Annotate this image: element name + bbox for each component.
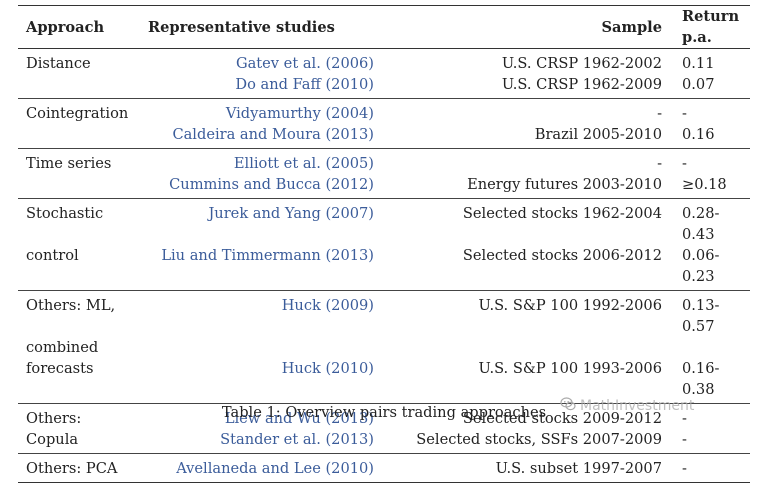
return-cell: - (682, 431, 687, 448)
approach-cell (18, 74, 146, 99)
approach-cell: Time series (26, 155, 112, 172)
table-row: Time series Elliott et al. (2005) - - (18, 149, 750, 175)
study-cell: Jurek and Yang (2007) (208, 205, 374, 222)
study-cell (146, 337, 374, 358)
header-studies: Representative studies (148, 18, 335, 36)
table-row: Others: ML, Huck (2009) U.S. S&P 100 1992-… (18, 291, 750, 338)
return-cell (662, 337, 750, 358)
table-row: Stochastic Jurek and Yang (2007) Selected … (18, 199, 750, 246)
approach-cell: Cointegration (26, 105, 129, 122)
header-return: Return p.a. (682, 8, 740, 46)
sample-cell: Selected stocks 2009-2012 (462, 410, 662, 427)
table-row: Others: PCA Avellaneda and Lee (2010) U.S.… (18, 454, 750, 483)
header-sample: Sample (601, 18, 662, 36)
approach-group: Distance Gatev et al. (2006) U.S. CRSP 196… (18, 49, 750, 99)
approach-group: Cointegration Vidyamurthy (2004) - - Caldeir… (18, 99, 750, 149)
approach-cell: Others: ML, (26, 297, 116, 314)
sample-cell: U.S. CRSP 1962-2002 (501, 55, 662, 72)
approach-cell: Others: PCA (26, 460, 118, 477)
header-row: Approach Representative studies Sample R… (18, 5, 750, 49)
header-approach: Approach (26, 18, 105, 36)
approach-cell: Distance (26, 55, 91, 72)
sample-cell: Energy futures 2003-2010 (467, 176, 662, 193)
sample-cell: Selected stocks 1962-2004 (462, 205, 662, 222)
study-cell: Vidyamurthy (2004) (225, 105, 374, 122)
study-cell: Huck (2010) (281, 360, 374, 377)
approach-cell: control (26, 247, 79, 264)
table-row: combined (18, 337, 750, 358)
approach-cell: Others: (26, 410, 82, 427)
table-row: Caldeira and Moura (2013) Brazil 2005-201… (18, 124, 750, 149)
study-cell: Elliott et al. (2005) (233, 155, 374, 172)
table-row: Cummins and Bucca (2012) Energy futures 2… (18, 174, 750, 199)
return-cell: 0.07 (682, 76, 715, 93)
study-cell: Huck (2009) (281, 297, 374, 314)
sample-cell: U.S. CRSP 1962-2009 (501, 76, 662, 93)
return-cell: 0.16 (682, 126, 715, 143)
sample-cell: Selected stocks, SSFs 2007-2009 (416, 431, 662, 448)
return-cell: - (682, 105, 687, 122)
sample-cell: - (657, 155, 662, 172)
table-row: forecasts Huck (2010) U.S. S&P 100 1993-20… (18, 358, 750, 404)
study-cell: Caldeira and Moura (2013) (172, 126, 374, 143)
table-header: Approach Representative studies Sample R… (18, 5, 750, 49)
study-cell: Do and Faff (2010) (235, 76, 374, 93)
approach-group: Others: ML, Huck (2009) U.S. S&P 100 1992-… (18, 291, 750, 404)
approach-cell: Copula (26, 431, 79, 448)
sample-cell: - (657, 105, 662, 122)
return-cell: 0.28-0.43 (682, 205, 720, 243)
return-cell: - (682, 155, 687, 172)
table-row: Copula Stander et al. (2013) Selected stoc… (18, 429, 750, 454)
approach-cell (18, 174, 146, 199)
approach-cell: forecasts (26, 360, 94, 377)
sample-cell: U.S. subset 1997-2007 (495, 460, 662, 477)
study-cell: Cummins and Bucca (2012) (169, 176, 374, 193)
sample-cell: U.S. S&P 100 1992-2006 (478, 297, 662, 314)
approach-group: Stochastic Jurek and Yang (2007) Selected … (18, 199, 750, 291)
approach-cell (18, 124, 146, 149)
return-cell: 0.13-0.57 (682, 297, 720, 335)
table-row: Do and Faff (2010) U.S. CRSP 1962-2009 0.0… (18, 74, 750, 99)
watermark-text: MathInvestment (580, 398, 695, 414)
table-caption: Table 1: Overview pairs trading approach… (221, 404, 547, 421)
approach-group: Others: PCA Avellaneda and Lee (2010) U.S.… (18, 454, 750, 483)
return-cell: - (682, 410, 687, 427)
return-cell: ≥0.18 (682, 176, 727, 193)
study-cell: Gatev et al. (2006) (235, 55, 374, 72)
approach-cell: combined (26, 339, 99, 356)
study-cell: Liew and Wu (2013) (224, 410, 374, 427)
sample-cell: Selected stocks 2006-2012 (462, 247, 662, 264)
approach-cell: Stochastic (26, 205, 104, 222)
approach-group: Time series Elliott et al. (2005) - - Cummin… (18, 149, 750, 199)
return-cell: 0.11 (682, 55, 715, 72)
sample-cell: U.S. S&P 100 1993-2006 (478, 360, 662, 377)
table-row: Cointegration Vidyamurthy (2004) - - (18, 99, 750, 125)
return-cell: - (682, 460, 687, 477)
study-cell: Liu and Timmermann (2013) (161, 247, 374, 264)
table-row: Others: Liew and Wu (2013) Selected stocks… (18, 404, 750, 430)
table-row: control Liu and Timmermann (2013) Selected… (18, 245, 750, 291)
sample-cell: Brazil 2005-2010 (534, 126, 662, 143)
study-cell: Stander et al. (2013) (220, 431, 374, 448)
table-row: Distance Gatev et al. (2006) U.S. CRSP 196… (18, 49, 750, 75)
return-cell: 0.06-0.23 (682, 247, 720, 285)
study-cell: Avellaneda and Lee (2010) (176, 460, 374, 477)
sample-cell (374, 337, 662, 358)
watermark: MathInvestment (560, 396, 694, 414)
return-cell: 0.16-0.38 (682, 360, 720, 398)
wechat-icon (560, 396, 576, 412)
